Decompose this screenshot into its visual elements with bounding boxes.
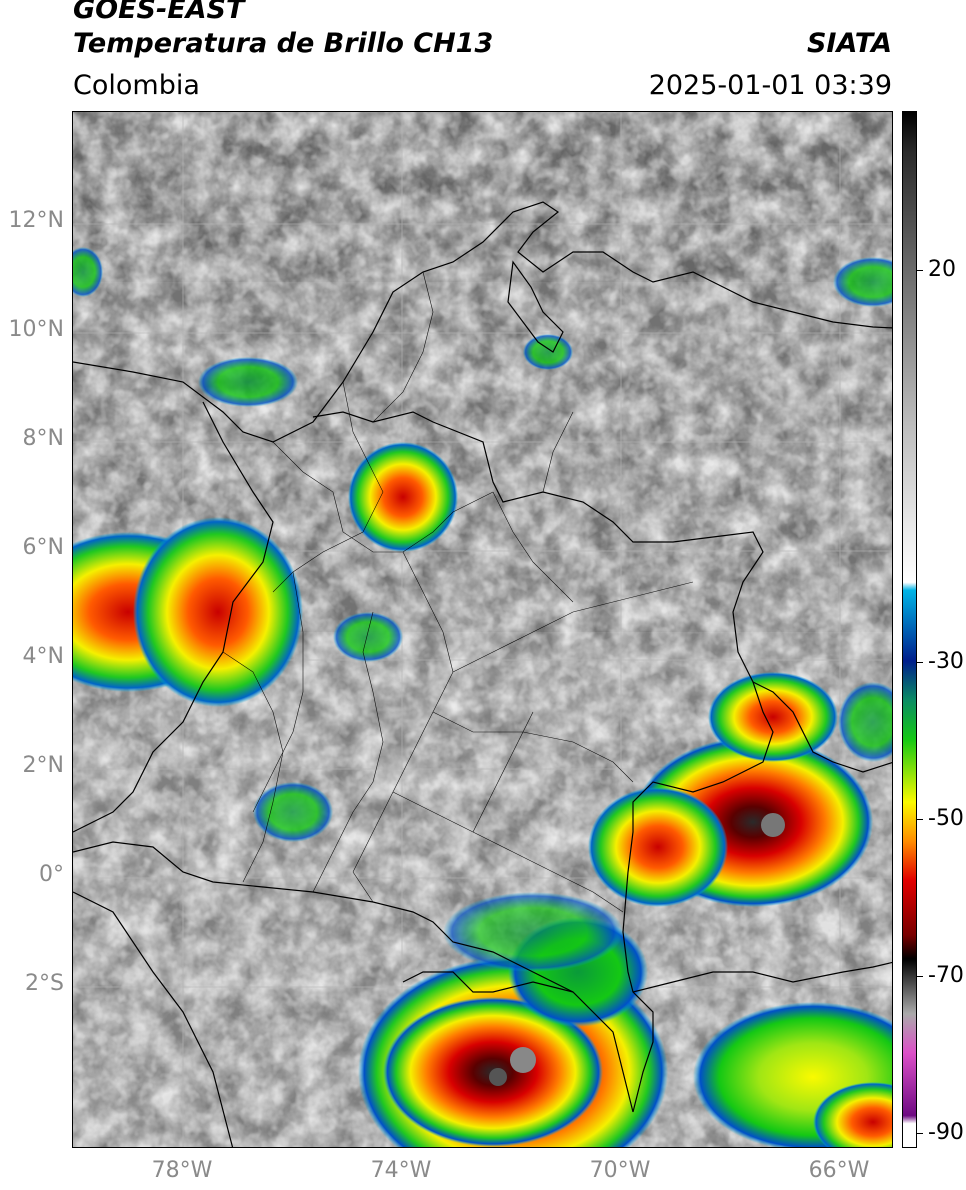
- satellite-map: [72, 111, 893, 1148]
- region-label: Colombia: [73, 70, 200, 101]
- lat-label-10n: 10°N: [8, 317, 64, 342]
- product-title: Temperatura de Brillo CH13: [73, 28, 494, 59]
- lat-label-2n: 2°N: [22, 753, 64, 778]
- lat-label-8n: 8°N: [22, 426, 64, 451]
- lon-label-70w: 70°W: [589, 1158, 651, 1183]
- brand-label: SIATA: [806, 28, 892, 59]
- colorbar-label-20: 20: [928, 257, 956, 282]
- department-borders: [222, 271, 694, 913]
- lat-label-2s: 2°S: [25, 971, 64, 996]
- colorbar-tick-minus30: [917, 662, 923, 663]
- lat-label-0: 0°: [39, 862, 64, 887]
- colorbar-label-minus30: -30: [928, 649, 964, 674]
- colorbar-label-minus90: -90: [928, 1120, 964, 1145]
- lat-label-6n: 6°N: [22, 535, 64, 560]
- colorbar-tick-minus90: [917, 1133, 923, 1134]
- lon-label-74w: 74°W: [370, 1158, 432, 1183]
- overshoot-tops: [489, 813, 785, 1086]
- colorbar-label-minus50: -50: [928, 806, 964, 831]
- lat-label-4n: 4°N: [22, 644, 64, 669]
- timestamp-label: 2025-01-01 03:39: [648, 70, 892, 101]
- colorbar-tick-20: [917, 270, 923, 271]
- coastlines-and-borders: [73, 201, 892, 1147]
- colorbar-label-minus70: -70: [928, 963, 964, 988]
- lon-label-78w: 78°W: [151, 1158, 213, 1183]
- lat-label-12n: 12°N: [8, 208, 64, 233]
- colorbar-tick-minus50: [917, 819, 923, 820]
- colorbar: [902, 111, 917, 1148]
- lon-label-66w: 66°W: [808, 1158, 870, 1183]
- colorbar-tick-minus70: [917, 976, 923, 977]
- satellite-title: GOES-EAST: [73, 0, 245, 25]
